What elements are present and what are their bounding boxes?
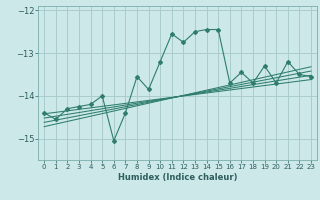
X-axis label: Humidex (Indice chaleur): Humidex (Indice chaleur) xyxy=(118,173,237,182)
